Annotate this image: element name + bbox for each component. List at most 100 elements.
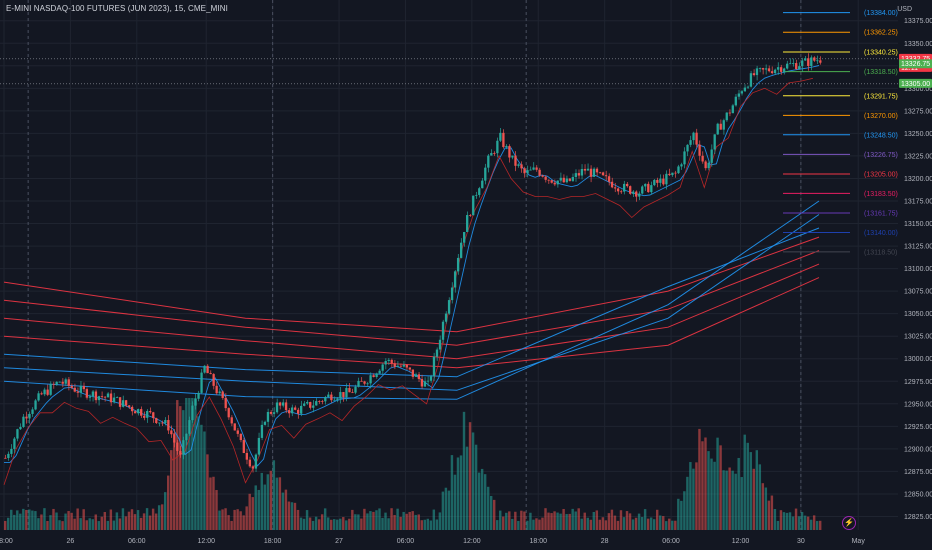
volume-bar <box>339 518 342 530</box>
volume-bar <box>260 472 263 530</box>
candle-body <box>4 457 7 459</box>
candle-body <box>221 391 224 398</box>
y-tick-label: 13300.00 <box>904 86 932 93</box>
volume-bar <box>109 509 113 530</box>
volume-bar <box>719 445 722 530</box>
price-badge-countdown: 12:11 <box>901 65 918 72</box>
volume-bar <box>583 512 586 530</box>
candle-body <box>650 185 653 193</box>
candle-body <box>100 396 104 397</box>
volume-bar <box>390 508 393 530</box>
volume-bar <box>411 511 414 530</box>
candle-body <box>429 376 433 381</box>
volume-bar <box>622 517 626 530</box>
candle-body <box>251 466 255 469</box>
candle-body <box>568 178 571 181</box>
volume-bar <box>544 508 547 530</box>
volume-bar <box>296 509 300 530</box>
candle-body <box>595 168 599 173</box>
candle-body <box>785 63 789 69</box>
candle-body <box>604 175 608 177</box>
candle-body <box>133 411 137 414</box>
x-tick-label: 06:00 <box>662 538 680 545</box>
price-level-label: (13318.50) <box>864 69 898 76</box>
candle-body <box>309 402 312 408</box>
candle-body <box>73 387 76 392</box>
price-level-label: (13270.00) <box>864 113 898 120</box>
candle-body <box>662 178 665 185</box>
volume-bar <box>643 509 647 530</box>
candle-body <box>641 186 644 194</box>
volume-bar <box>547 512 550 530</box>
volume-bar <box>646 518 650 530</box>
volume-bar <box>408 511 411 530</box>
volume-bar <box>758 464 762 530</box>
volume-bar <box>76 508 79 530</box>
candle-body <box>801 60 804 67</box>
candle-body <box>734 96 737 106</box>
volume-bar <box>655 509 659 530</box>
volume-bar <box>293 502 297 530</box>
candle-body <box>321 401 324 403</box>
volume-bar <box>239 511 242 530</box>
volume-bar <box>683 491 686 530</box>
candle-body <box>782 68 786 72</box>
x-tick-label: 12:00 <box>197 538 215 545</box>
price-level-label: (13140.00) <box>864 230 898 237</box>
candle-body <box>710 149 713 163</box>
trailing-stop-line <box>3 77 813 486</box>
candle-body <box>441 321 445 340</box>
volume-bar <box>160 504 164 530</box>
y-tick-label: 13175.00 <box>904 199 932 206</box>
volume-bar <box>381 517 384 530</box>
volume-bar <box>176 400 179 530</box>
volume-bar <box>272 460 276 530</box>
candle-body <box>725 112 728 121</box>
candle-body <box>378 370 381 374</box>
volume-bar <box>631 519 635 530</box>
candle-body <box>514 155 517 166</box>
price-badge-label: 13305.00 <box>901 81 930 88</box>
volume-bar <box>197 416 200 530</box>
volume-bar <box>215 490 218 530</box>
candle-body <box>269 411 273 414</box>
candle-body <box>601 172 605 176</box>
symbol-title[interactable]: E-MINI NASDAQ-100 FUTURES (JUN 2023), 15… <box>6 4 228 13</box>
price-level-label: (13291.75) <box>864 93 898 100</box>
volume-bar <box>743 434 746 530</box>
time-axis[interactable]: 18:00 26 06:00 12:00 18:00 27 06:00 12:00 18:00 2… <box>0 538 865 545</box>
candle-body <box>284 402 288 411</box>
candle-body <box>296 409 300 414</box>
candle-body <box>764 68 768 70</box>
lightning-icon[interactable]: ⚡ <box>842 516 856 530</box>
volume-bar <box>224 508 227 530</box>
candle-body <box>360 380 363 382</box>
candle-body <box>804 58 807 61</box>
volume-bar <box>538 519 541 530</box>
candle-body <box>149 410 152 413</box>
volume-bar <box>444 487 448 530</box>
x-tick-label: 27 <box>335 538 343 545</box>
volume-bar <box>185 398 188 530</box>
candle-body <box>146 410 149 418</box>
x-tick-label: 18:00 <box>264 538 282 545</box>
volume-bar <box>118 518 122 530</box>
candle-body <box>176 442 179 451</box>
candle-body <box>239 433 242 441</box>
volume-bar <box>263 484 267 530</box>
x-tick-label: May <box>852 538 866 545</box>
candle-body <box>354 386 357 393</box>
candle-body <box>749 73 753 87</box>
volume-bar <box>166 475 170 530</box>
volume-bar <box>70 512 73 530</box>
candle-body <box>182 440 185 455</box>
volume-bar <box>405 513 408 530</box>
volume-bar <box>737 457 740 530</box>
volume-bar <box>61 521 64 530</box>
candle-body <box>420 379 424 387</box>
volume-bar <box>447 490 451 530</box>
candle-body <box>816 60 819 62</box>
volume-bar <box>701 441 704 530</box>
candle-body <box>411 369 415 377</box>
